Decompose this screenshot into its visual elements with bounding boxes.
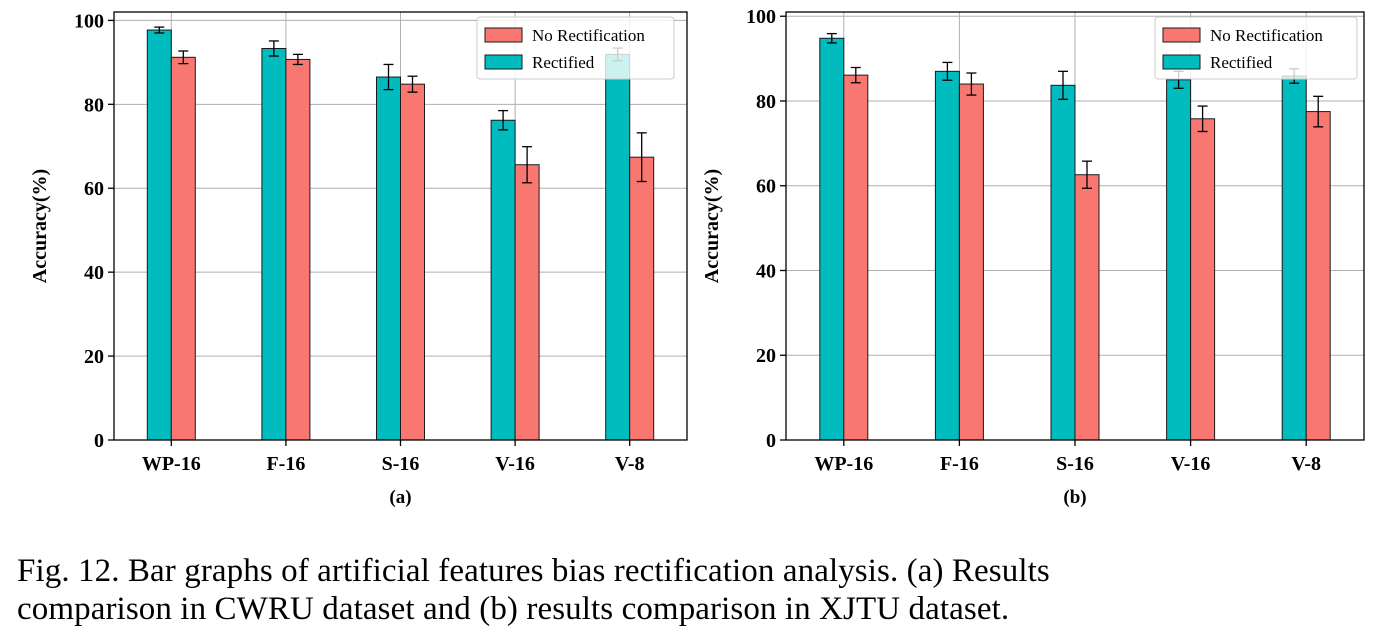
bar-rectified-wp-16: [146, 29, 172, 441]
caption-line-2: comparison in CWRU dataset and (b) resul…: [17, 591, 1010, 627]
bar-no-rectification-wp-16: [170, 56, 196, 441]
bar-no-rectification-f-16: [285, 58, 311, 441]
legend: No Rectification Rectified: [476, 16, 675, 80]
legend-box: [476, 16, 675, 80]
legend-swatch-rectified: [484, 54, 523, 70]
bar-no-rectification-f-16: [958, 83, 984, 441]
bar-no-rectification-s-16: [1074, 174, 1100, 441]
legend-label-no-rectification: No Rectification: [532, 26, 645, 45]
bar-rectified-wp-16: [819, 37, 845, 441]
x-tick-label-v-16: V-16: [1171, 453, 1211, 475]
bar-no-rectification-s-16: [400, 83, 425, 441]
y-tick-label: 0: [94, 430, 104, 452]
bar-rectified-v-16: [1166, 79, 1192, 441]
bar-rectified-v-16: [490, 119, 516, 441]
x-tick-label-s-16: S-16: [1056, 453, 1094, 475]
legend: No Rectification Rectified: [1154, 16, 1358, 80]
x-tick-label-f-16: F-16: [266, 453, 305, 475]
figure-caption: Fig. 12. Bar graphs of artificial featur…: [17, 552, 1377, 628]
x-tick-label-f-16: F-16: [940, 453, 979, 475]
bar-rectified-s-16: [1050, 84, 1076, 441]
bar-rectified-s-16: [376, 76, 401, 441]
bar-no-rectification-v-8: [629, 156, 655, 441]
bar-no-rectification-wp-16: [843, 74, 869, 441]
x-tick-label-v-8: V-8: [615, 453, 645, 475]
y-tick-label: 0: [766, 430, 776, 452]
x-tick-label-wp-16: WP-16: [814, 453, 873, 475]
panel-label: (b): [1063, 487, 1086, 508]
legend-swatch-rectified: [1162, 54, 1201, 70]
x-tick-label-s-16: S-16: [382, 453, 420, 475]
y-tick-label: 100: [74, 10, 104, 32]
legend-label-rectified: Rectified: [1210, 53, 1273, 72]
chart-panel-b: 0 20 40 60 80 100 WP-16 F-16 S-16 V-16 V-8 Accuracy…: [701, 6, 1365, 508]
y-tick-label: 100: [746, 6, 776, 28]
bar-rectified-v-8: [1281, 75, 1307, 441]
y-axis-title: Accuracy(%): [29, 169, 51, 283]
bar-rectified-f-16: [261, 48, 287, 441]
bar-no-rectification-v-16: [514, 164, 540, 441]
legend-swatch-no-rectification: [484, 27, 523, 43]
x-tick-label-wp-16: WP-16: [142, 453, 201, 475]
legend-label-no-rectification: No Rectification: [1210, 26, 1323, 45]
y-axis-title: Accuracy(%): [701, 169, 723, 283]
y-tick-label: 80: [756, 91, 776, 113]
panel-label: (a): [389, 487, 411, 508]
caption-line-1: Fig. 12. Bar graphs of artificial featur…: [17, 553, 1050, 589]
legend-label-rectified: Rectified: [532, 53, 595, 72]
bar-rectified-v-8: [605, 53, 631, 441]
legend-swatch-no-rectification: [1162, 27, 1201, 43]
y-tick-label: 20: [756, 345, 776, 367]
y-tick-label: 40: [756, 260, 776, 282]
y-tick-label: 80: [84, 94, 104, 116]
x-tick-label-v-16: V-16: [495, 453, 535, 475]
y-tick-label: 20: [84, 346, 104, 368]
chart-panel-a: 0 20 40 60 80 100 WP-16 F-16 S-16 V-16 V-8 Accuracy…: [29, 10, 688, 508]
bar-no-rectification-v-16: [1190, 118, 1216, 441]
x-tick-label-v-8: V-8: [1291, 453, 1321, 475]
y-tick-label: 60: [756, 176, 776, 198]
bar-rectified-f-16: [934, 70, 960, 441]
bar-no-rectification-v-8: [1305, 111, 1331, 441]
y-tick-label: 40: [84, 262, 104, 284]
legend-box: [1154, 16, 1358, 80]
y-tick-label: 60: [84, 178, 104, 200]
